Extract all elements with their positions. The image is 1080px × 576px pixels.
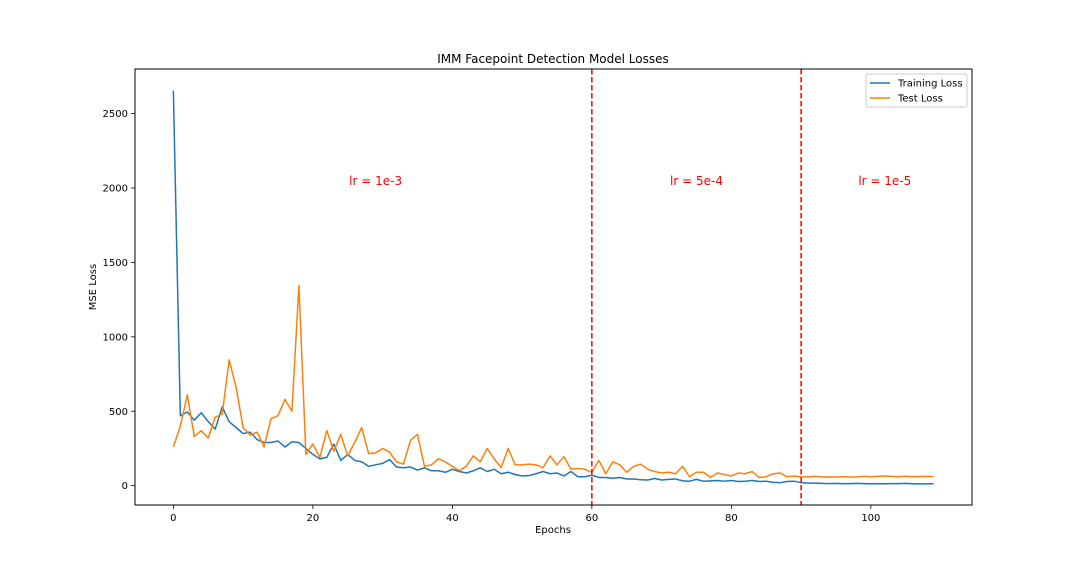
annotations: lr = 1e-3 lr = 5e-4 lr = 1e-5 [349, 174, 911, 188]
x-axis-label: Epochs [535, 525, 571, 536]
x-tick-label-4: 80 [725, 513, 738, 524]
lr-annotation-0: lr = 1e-3 [349, 174, 402, 188]
y-tick-label-3: 1500 [103, 258, 128, 269]
legend-box [865, 73, 968, 108]
x-tick-label-1: 20 [306, 513, 319, 524]
y-axis-label: MSE Loss [88, 264, 99, 310]
plot-frame [134, 68, 973, 506]
y-axis: 0 500 1000 1500 2000 2500 [103, 109, 135, 492]
y-tick-label-2: 1000 [103, 332, 128, 343]
legend: Training Loss Test Loss [865, 73, 968, 108]
x-axis: 0 20 40 60 80 100 [170, 505, 880, 524]
legend-label-test: Test Loss [897, 94, 943, 105]
chart-title: IMM Facepoint Detection Model Losses [437, 52, 669, 66]
y-tick-label-1: 500 [109, 407, 128, 418]
y-tick-label-4: 2000 [103, 184, 128, 195]
series-line-0 [172, 90, 934, 485]
x-tick-label-2: 40 [446, 513, 459, 524]
series-line-1 [172, 284, 934, 479]
y-tick-label-0: 0 [122, 481, 128, 492]
y-tick-label-5: 2500 [103, 109, 128, 120]
lr-annotation-2: lr = 1e-5 [858, 174, 911, 188]
plot-area [172, 69, 934, 505]
x-tick-label-3: 60 [585, 513, 598, 524]
legend-label-training: Training Loss [897, 79, 963, 90]
lr-annotation-1: lr = 5e-4 [670, 174, 723, 188]
x-tick-label-5: 100 [861, 513, 880, 524]
x-tick-label-0: 0 [170, 513, 176, 524]
